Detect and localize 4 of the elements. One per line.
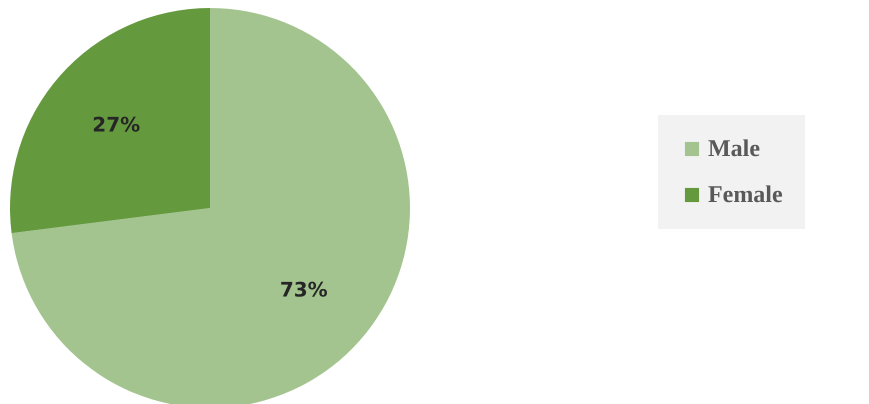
data-label: 73% — [280, 278, 328, 302]
legend-label: Male — [708, 136, 760, 162]
data-label: 27% — [92, 112, 140, 136]
legend-label: Female — [708, 182, 783, 208]
